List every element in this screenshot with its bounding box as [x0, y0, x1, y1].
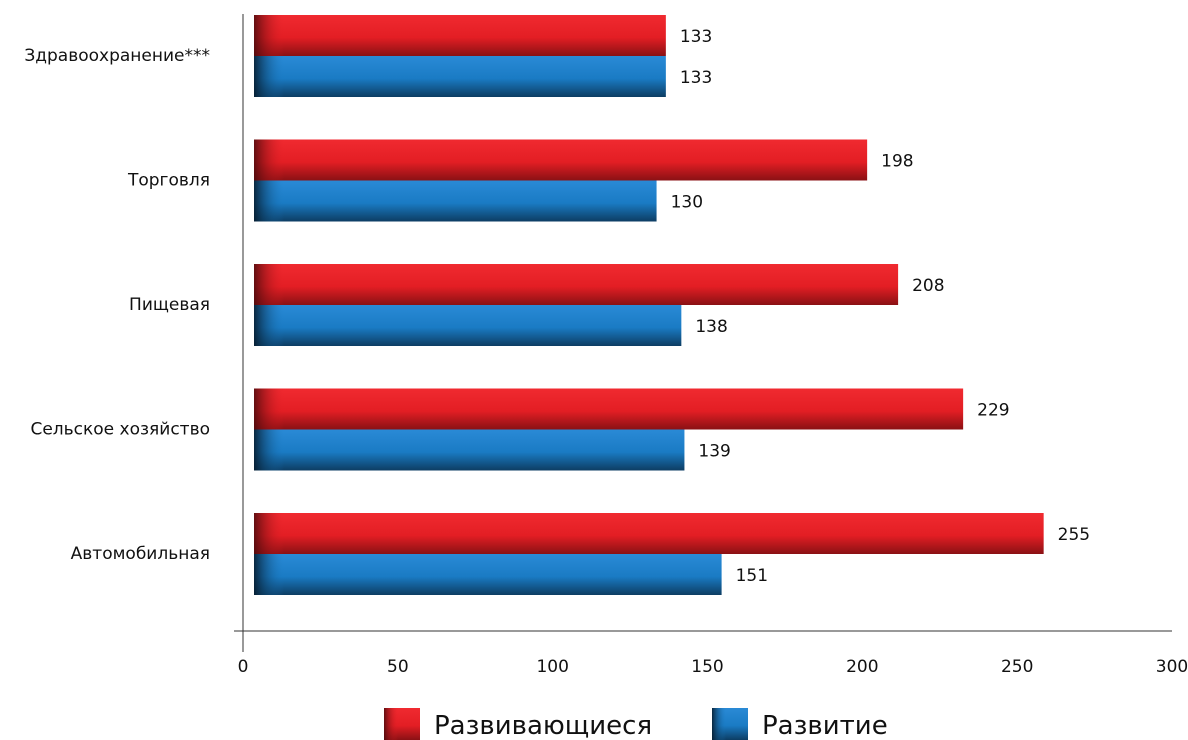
legend-label: Развивающиеся: [434, 711, 652, 740]
bar-shade: [254, 56, 284, 97]
x-tick-label: 0: [238, 657, 249, 677]
labels-layer: Здравоохранение*** 133 133 Торговля 198 130 Пи…: [24, 27, 1090, 586]
data-label: 229: [977, 401, 1009, 421]
x-tick-label: 300: [1156, 657, 1188, 677]
bar: [254, 554, 722, 595]
data-label: 208: [912, 276, 944, 296]
x-tick-label: 50: [387, 657, 409, 677]
bar: [254, 15, 666, 56]
legend: Развивающиеся Развитие: [384, 708, 888, 740]
category-label: Торговля: [127, 171, 210, 191]
bar: [254, 305, 682, 346]
bar-shade: [254, 429, 284, 471]
legend-swatch-shade: [712, 708, 726, 740]
category-label: Здравоохранение***: [24, 46, 210, 66]
x-tick-label: 150: [691, 657, 723, 677]
data-label: 133: [680, 68, 712, 88]
bars-layer: [254, 15, 1044, 595]
bar-shade: [254, 264, 284, 305]
data-label: 198: [881, 152, 913, 172]
bar: [254, 388, 964, 430]
bar: [254, 56, 666, 97]
bar-shade: [254, 305, 284, 346]
bar-shade: [254, 180, 284, 222]
category-label: Автомобильная: [71, 544, 210, 564]
category-label: Сельское хозяйство: [30, 420, 210, 440]
bar-shade: [254, 554, 284, 595]
ticks-layer: 0 50 100 150 200 250 300: [238, 657, 1188, 677]
bar-shade: [254, 513, 284, 554]
bar-shade: [254, 139, 284, 181]
x-tick-label: 200: [846, 657, 878, 677]
data-label: 151: [736, 566, 768, 586]
legend-label: Развитие: [762, 711, 888, 740]
data-label: 255: [1058, 525, 1090, 545]
category-label: Пищевая: [129, 295, 210, 315]
data-label: 130: [671, 193, 703, 213]
bar: [254, 180, 657, 222]
bar: [254, 429, 685, 471]
bar: [254, 264, 899, 305]
bar-shade: [254, 15, 284, 56]
data-label: 138: [695, 317, 727, 337]
x-tick-label: 250: [1001, 657, 1033, 677]
x-tick-label: 100: [536, 657, 568, 677]
data-label: 133: [680, 27, 712, 47]
data-label: 139: [698, 442, 730, 462]
bar: [254, 139, 868, 181]
bar-shade: [254, 388, 284, 430]
legend-swatch-shade: [384, 708, 398, 740]
bar: [254, 513, 1044, 554]
